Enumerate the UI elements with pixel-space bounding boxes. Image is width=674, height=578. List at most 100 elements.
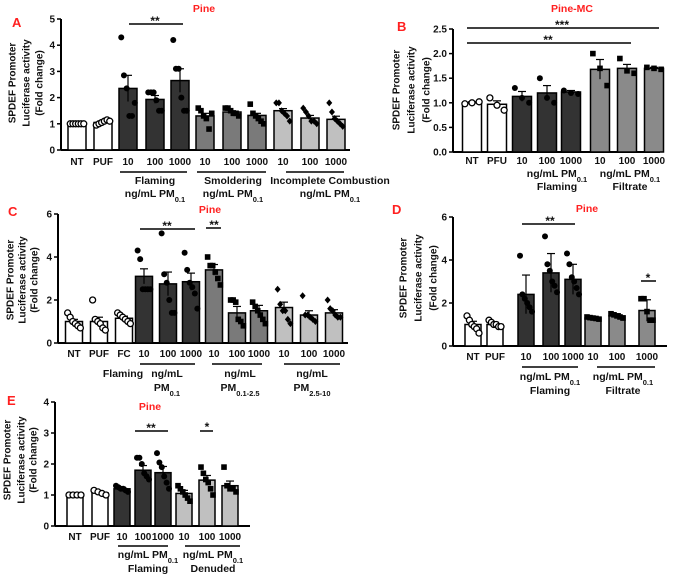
data-point <box>564 250 570 257</box>
y-axis-label: (Fold change) <box>29 427 40 493</box>
significance-label: * <box>646 271 651 285</box>
data-point <box>203 476 209 483</box>
y-axis-label: Luciferase activity <box>407 46 418 134</box>
x-tick-label: 100 <box>147 157 164 168</box>
x-tick-label: PFU <box>487 156 507 167</box>
x-tick-label: 100 <box>619 156 636 167</box>
bar <box>643 67 665 153</box>
data-point <box>287 320 294 328</box>
group-label: ng/mL PM0.1 <box>527 168 587 184</box>
group-label: PM0.1-2.5 <box>220 382 259 398</box>
y-tick-label: 4 <box>43 398 49 409</box>
x-tick-label: NT <box>67 349 80 360</box>
group-label-subscript: 0.1 <box>170 389 180 398</box>
data-point <box>328 108 335 116</box>
significance-label: * <box>205 420 210 434</box>
group-label-text: ng/mL <box>224 368 256 380</box>
data-point <box>277 300 284 308</box>
data-point <box>590 50 596 57</box>
data-point <box>247 101 254 107</box>
group-label: Filtrate <box>612 181 647 193</box>
x-tick-label: PUF <box>485 352 505 363</box>
data-point <box>163 479 170 486</box>
data-point <box>468 99 476 107</box>
group-label: PM2.5-10 <box>293 382 330 398</box>
group-label: ng/mL PM0.1 <box>520 371 580 387</box>
data-point <box>126 319 135 328</box>
x-tick-label: 10 <box>138 349 150 360</box>
group-label: ng/mL PM0.1 <box>300 188 360 204</box>
significance-label: ** <box>543 33 553 47</box>
data-point <box>158 107 165 114</box>
y-tick-label: 0 <box>43 522 49 533</box>
x-tick-label: NT <box>68 532 81 543</box>
group-label: ng/mL PM0.1 <box>125 188 185 204</box>
data-point <box>597 65 603 72</box>
bar <box>584 317 602 347</box>
y-axis-label: Luciferase activity <box>17 416 28 504</box>
data-point <box>180 489 186 495</box>
data-point <box>209 262 216 269</box>
y-axis-label: SPDEF Promoter <box>3 420 14 501</box>
data-point <box>194 305 201 312</box>
y-tick-label: 4 <box>441 256 447 267</box>
group-label: PM0.1 <box>154 382 180 398</box>
data-point <box>206 126 212 132</box>
x-tick-label: 10 <box>520 352 532 363</box>
data-point <box>80 120 88 128</box>
bar <box>181 280 201 344</box>
x-tick-label: 10 <box>516 156 528 167</box>
y-axis-label: SPDEF Promoter <box>399 238 410 319</box>
data-point <box>573 284 580 291</box>
data-point <box>461 100 469 108</box>
data-point <box>182 492 188 498</box>
y-tick-label: 1 <box>49 119 55 130</box>
x-tick-label: NT <box>465 156 478 167</box>
bar <box>589 68 611 153</box>
y-tick-label: 1 <box>43 491 49 502</box>
data-point <box>178 94 185 101</box>
data-point <box>305 112 312 120</box>
error-bar <box>140 268 148 284</box>
y-tick-label: 5 <box>49 15 55 26</box>
data-point <box>651 65 657 72</box>
y-axis-label: (Fold change) <box>422 57 433 123</box>
x-tick-label: 10 <box>278 349 290 360</box>
group-label-text: Incomplete Combustion <box>270 175 390 187</box>
y-axis-label: SPDEF Promoter <box>6 240 17 321</box>
data-point <box>544 94 550 101</box>
data-point <box>235 113 242 119</box>
y-axis-label: SPDEF Promoter <box>8 43 19 124</box>
x-tick-label: 1000 <box>180 349 203 360</box>
error-bar <box>522 274 530 314</box>
y-axis-label: (Fold change) <box>35 50 46 116</box>
data-point <box>475 329 483 337</box>
data-point <box>536 75 543 82</box>
significance-label: ** <box>146 421 156 435</box>
data-point <box>153 97 160 104</box>
data-point <box>590 315 596 321</box>
data-point <box>575 90 582 97</box>
data-point <box>76 324 85 332</box>
group-label: ng/mL <box>224 368 256 380</box>
group-label-subscript: 0.1 <box>350 195 360 204</box>
data-point <box>596 316 602 322</box>
group-label: ng/mL PM0.1 <box>600 168 660 184</box>
group-label: ng/mL <box>296 368 328 380</box>
panel-e: E Pine SPDEF Promoter Luciferase activity (F… <box>3 393 250 575</box>
x-tick-label: 10 <box>587 352 599 363</box>
x-tick-label: 1000 <box>323 349 346 360</box>
data-point <box>205 479 211 486</box>
data-point <box>339 122 346 130</box>
panel-label: B <box>397 19 406 34</box>
data-point <box>106 117 114 125</box>
x-tick-label: 1000 <box>325 157 348 168</box>
x-tick-label: PUF <box>93 157 113 168</box>
data-point <box>638 295 644 302</box>
y-tick-label: 3 <box>49 67 55 78</box>
data-point <box>163 279 170 286</box>
y-tick-label: 4 <box>46 253 52 264</box>
data-point <box>203 115 210 122</box>
data-point <box>252 303 258 310</box>
